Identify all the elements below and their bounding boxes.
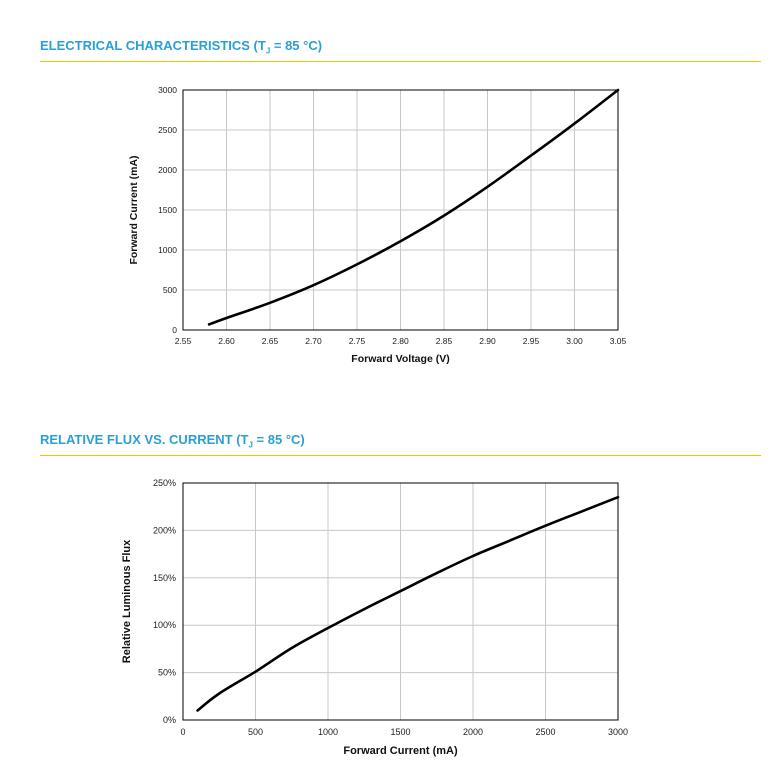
chart1-x-tick-label: 3.00 [566, 336, 583, 346]
chart1-x-tick-label: 2.85 [436, 336, 453, 346]
chart1-x-tick-label: 2.90 [479, 336, 496, 346]
chart2-x-tick-label: 2000 [463, 727, 483, 737]
chart2-x-tick-label: 2500 [535, 727, 555, 737]
chart2-title: RELATIVE FLUX VS. CURRENT (TJ = 85 °C) [40, 432, 305, 450]
chart2-x-tick-label: 0 [180, 727, 185, 737]
chart1-title: ELECTRICAL CHARACTERISTICS (TJ = 85 °C) [40, 38, 323, 56]
chart2-y-tick-label: 150% [153, 573, 176, 583]
chart1-x-tick-label: 3.05 [610, 336, 627, 346]
chart1-series-line [207, 88, 620, 326]
chart2-y-tick-label: 250% [153, 478, 176, 488]
chart2-series-line [196, 495, 620, 712]
chart2-x-axis-label: Forward Current (mA) [343, 745, 458, 757]
chart2-y-tick-label: 100% [153, 620, 176, 630]
chart1-y-axis-label: Forward Current (mA) [128, 155, 140, 264]
chart2-y-tick-label: 50% [158, 668, 176, 678]
chart2-x-tick-label: 3000 [608, 727, 628, 737]
chart2-x-tick-label: 1000 [318, 727, 338, 737]
chart1-y-tick-label: 500 [163, 285, 177, 295]
chart2-x-tick-label: 500 [248, 727, 263, 737]
chart1-svg: 2.55 2.60 2.65 2.70 2.75 2.80 2.85 2.90 2.95 3.00… [128, 85, 627, 365]
chart1-x-tick-label: 2.75 [349, 336, 366, 346]
chart1-x-tick-label: 2.95 [523, 336, 540, 346]
chart2-y-tick-label: 200% [153, 525, 176, 535]
chart1-x-tick-label: 2.80 [392, 336, 409, 346]
chart1-x-tick-label: 2.70 [305, 336, 322, 346]
chart1-y-tick-label: 1500 [158, 205, 177, 215]
chart2-x-tick-label: 1500 [390, 727, 410, 737]
chart2-y-tick-label: 0% [163, 715, 176, 725]
chart1-y-tick-label: 1000 [158, 245, 177, 255]
chart2-plot-frame [182, 482, 619, 721]
chart1-x-axis-label: Forward Voltage (V) [351, 353, 449, 365]
chart1-x-tick-label: 2.55 [175, 336, 192, 346]
chart2-y-axis-label: Relative Luminous Flux [121, 539, 133, 663]
chart1-x-tick-label: 2.60 [218, 336, 235, 346]
chart1-plot-frame [182, 89, 619, 331]
chart1-y-tick-label: 3000 [158, 85, 177, 95]
chart2-title-rule [40, 455, 761, 456]
chart1-y-tick-label: 2500 [158, 125, 177, 135]
chart1-y-tick-label: 0 [172, 325, 177, 335]
chart1-y-tick-label: 2000 [158, 165, 177, 175]
chart1-title-rule [40, 61, 761, 62]
chart1-x-tick-label: 2.65 [262, 336, 279, 346]
